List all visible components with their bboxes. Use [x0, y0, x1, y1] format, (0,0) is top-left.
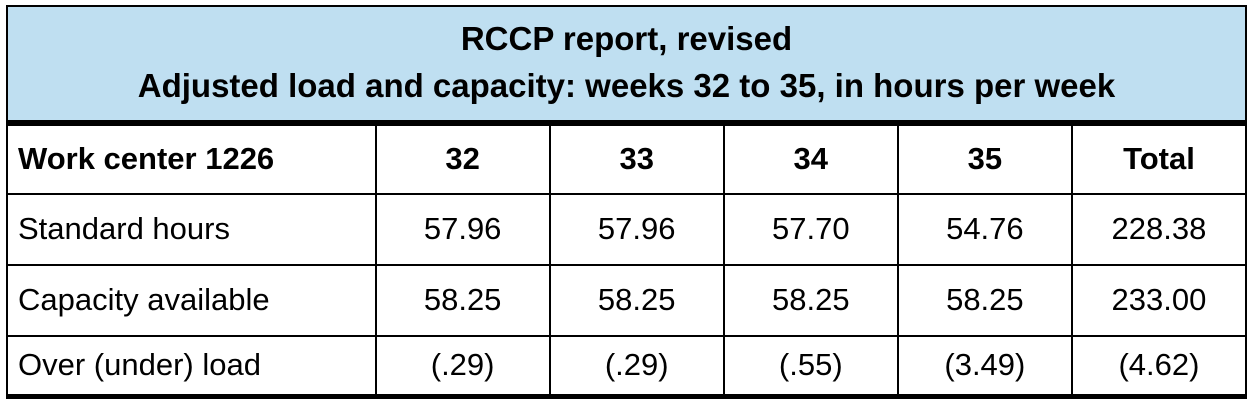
- report-title-line2: Adjusted load and capacity: weeks 32 to …: [137, 66, 1116, 104]
- header-week-35: 35: [896, 125, 1073, 195]
- rccp-table: Work center 1226 32 33 34 35 Total Stand…: [6, 125, 1248, 400]
- table-cell: 228.38: [1070, 192, 1248, 266]
- rccp-report: RCCP report, revised Adjusted load and c…: [6, 5, 1248, 400]
- report-title-band: RCCP report, revised Adjusted load and c…: [6, 5, 1247, 126]
- row-label: Over (under) load: [6, 334, 377, 400]
- table-cell: 54.76: [896, 192, 1073, 266]
- table-cell: 233.00: [1070, 263, 1248, 337]
- table-row-standard-hours: Standard hours 57.96 57.96 57.70 54.76 2…: [6, 192, 1248, 266]
- header-week-33: 33: [548, 125, 725, 195]
- header-work-center: Work center 1226: [6, 125, 377, 195]
- report-title-line1: RCCP report, revised: [460, 20, 793, 57]
- table-cell: 58.25: [548, 263, 725, 337]
- table-cell: (4.62): [1070, 334, 1248, 400]
- header-week-34: 34: [722, 125, 899, 195]
- table-cell: (.55): [722, 334, 899, 400]
- row-label: Standard hours: [6, 192, 377, 266]
- row-label: Capacity available: [6, 263, 377, 337]
- table-cell: (.29): [548, 334, 725, 400]
- table-cell: (.29): [374, 334, 551, 400]
- table-cell: 57.96: [374, 192, 551, 266]
- header-week-32: 32: [374, 125, 551, 195]
- table-cell: 57.70: [722, 192, 899, 266]
- table-cell: 58.25: [374, 263, 551, 337]
- table-cell: (3.49): [896, 334, 1073, 400]
- table-header-row: Work center 1226 32 33 34 35 Total: [6, 125, 1248, 195]
- header-total: Total: [1070, 125, 1248, 195]
- table-row-capacity-available: Capacity available 58.25 58.25 58.25 58.…: [6, 263, 1248, 337]
- table-cell: 58.25: [722, 263, 899, 337]
- table-cell: 57.96: [548, 192, 725, 266]
- table-cell: 58.25: [896, 263, 1073, 337]
- table-row-over-under-load: Over (under) load (.29) (.29) (.55) (3.4…: [6, 334, 1248, 400]
